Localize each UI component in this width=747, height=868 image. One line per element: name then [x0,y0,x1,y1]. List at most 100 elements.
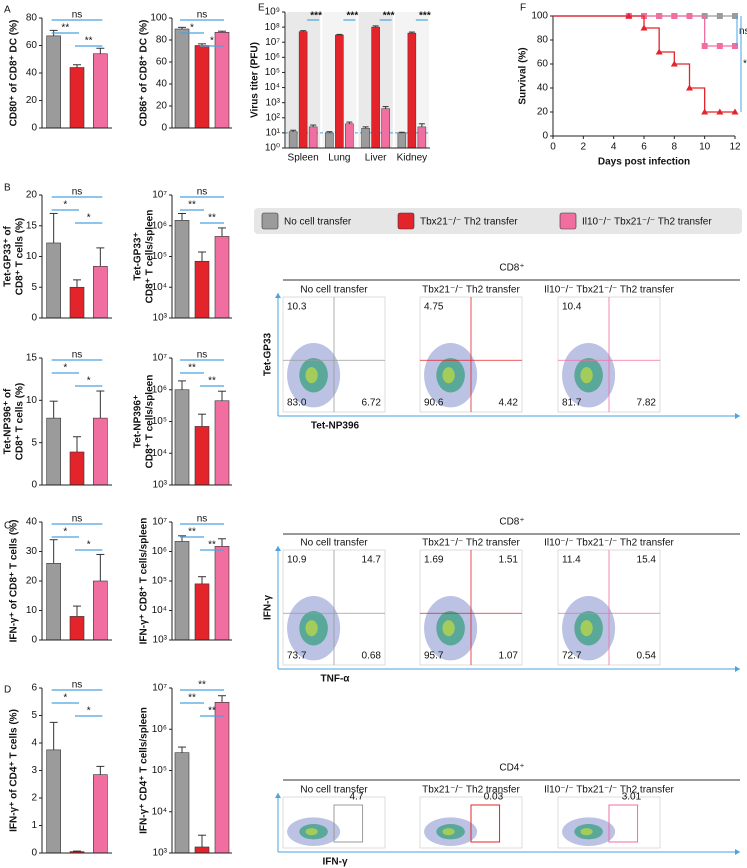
quadrant-percent: 1.69 [424,555,444,566]
y-tick-label: 10³ [153,480,168,491]
bar [46,35,61,129]
marker [656,13,663,19]
y-tick-label: 10⁵ [152,765,167,776]
y-tick-label: 10⁶ [152,220,167,231]
significance-label: * [210,36,214,47]
survival-line [553,15,735,113]
bar [417,126,427,149]
quadrant-percent: 1.51 [499,555,519,566]
marker [701,43,708,49]
quadrant-percent: 0.68 [362,651,382,662]
y-tick-label: 6 [31,683,37,694]
y-tick-label: 30 [26,546,38,557]
bar [174,389,190,486]
y-tick-label: 10⁷ [152,353,167,364]
y-axis-label: IFN-γ [263,595,274,620]
y-tick-label: 10⁶ [152,724,167,735]
legend-label: Il10⁻/⁻ Tbx21⁻/⁻ Th2 transfer [582,217,712,228]
y-tick-label: 10⁴ [152,605,167,616]
cell-cloud [442,620,455,637]
column-title: Il10⁻/⁻ Tbx21⁻/⁻ Th2 transfer [544,785,674,796]
column-title: No cell transfer [300,285,368,296]
y-tick-label: 20 [26,95,38,106]
bar [214,546,230,641]
y-tick-label: 0 [31,480,37,491]
y-tick-label: 10⁸ [265,22,280,33]
panel-letter: A [4,5,11,16]
panel-letter: B [4,183,11,194]
flow-title: CD4⁺ [499,763,524,774]
gate [333,804,364,843]
gate [470,804,501,843]
y-tick-label: 20 [156,101,168,112]
y-axis-label: Tet-NP396⁺ [133,395,144,448]
bar [93,266,108,319]
significance-label: ** [61,23,69,34]
y-axis-label: IFN-γ⁺ of CD8⁺ T cells (%) [9,520,20,643]
significance-label: ** [198,680,206,691]
bar [397,132,407,149]
bar [69,67,85,129]
bar [335,34,344,149]
bar [194,260,210,319]
y-tick-label: 4 [31,738,37,749]
y-tick-label: 40 [537,83,549,94]
quadrant-percent: 1.07 [499,651,519,662]
cell-cloud [442,367,455,384]
gate [608,804,639,843]
bar [93,417,108,486]
significance-label: * [63,363,67,374]
panel-letter: D [4,685,11,696]
significance-label: * [87,540,91,551]
y-tick-label: 5 [31,282,37,293]
y-axis-label: Survival (%) [518,47,529,104]
y-tick-label: 0 [542,131,548,142]
arrow-head [275,293,281,298]
marker [732,13,738,19]
y-axis-label: IFN-γ⁺ CD4⁺ T cells/spleen [139,707,150,834]
x-tick-label: 12 [729,142,741,153]
y-tick-label: 60 [156,57,168,68]
significance-label: ** [188,363,196,374]
y-axis-label: Tet-GP33 [263,332,274,376]
bar [46,417,61,486]
significance-label: *** [383,11,395,22]
significance-label: ** [208,376,216,387]
bar [381,108,390,149]
quadrant-percent: 15.4 [637,555,657,566]
significance-label: * [87,213,91,224]
x-tick-label: 2 [581,142,587,153]
y-tick-label: 10⁴ [152,806,167,817]
y-axis-label: CD80⁺ of CD8⁺ DC (%) [9,20,20,127]
marker [716,108,724,115]
quadrant-percent: 90.6 [424,398,444,409]
y-tick-label: 10⁶ [265,52,280,63]
column-title: No cell transfer [300,538,368,549]
quadrant-percent: 72.7 [562,651,582,662]
y-tick-label: 10⁵ [265,67,280,78]
y-tick-label: 2 [31,793,37,804]
marker [671,13,678,19]
y-tick-label: 10⁷ [152,683,167,694]
x-tick-label: Kidney [397,153,428,164]
cell-cloud [305,367,318,384]
y-tick-label: 60 [537,59,549,70]
x-tick-label: 8 [672,142,678,153]
x-axis-label: Tet-NP396 [311,421,360,432]
y-tick-label: 10³ [266,97,281,108]
bar [298,31,308,149]
y-tick-label: 10⁵ [152,251,167,262]
y-tick-label: 10¹ [266,128,281,139]
y-tick-label: 80 [156,35,168,46]
y-tick-label: 10⁷ [152,190,167,201]
bar [46,242,61,319]
significance-label: *** [347,11,359,22]
marker [640,24,648,31]
legend-label: No cell transfer [284,217,352,228]
legend-swatch [559,212,577,230]
column-title: Il10⁻/⁻ Tbx21⁻/⁻ Th2 transfer [544,285,674,296]
significance-label: ** [208,540,216,551]
significance-label: ns [72,187,83,198]
y-tick-label: 0 [31,123,37,134]
